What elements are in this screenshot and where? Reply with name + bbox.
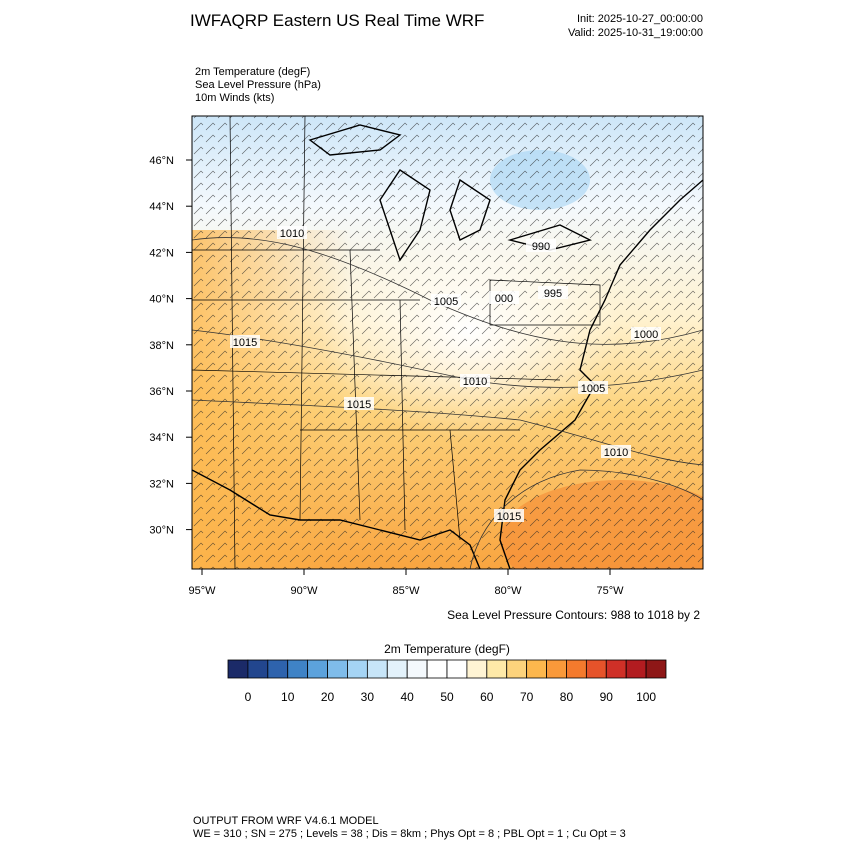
contour-label-box (526, 239, 556, 252)
lon-label: 75°W (596, 585, 624, 597)
colorbar-tick-label: 80 (560, 690, 574, 704)
footer-line: OUTPUT FROM WRF V4.6.1 MODEL (193, 815, 379, 827)
lat-label: 46°N (149, 155, 174, 167)
colorbar-box (267, 659, 289, 679)
contour-label: 1010 (463, 376, 487, 388)
wind-barbs (192, 116, 703, 569)
init-time: Init: 2025-10-27_00:00:00 (577, 13, 703, 25)
title: IWFAQRP Eastern US Real Time WRF (190, 11, 484, 30)
contour-label-box (538, 286, 568, 299)
colorbar-box (506, 659, 528, 679)
colorbar-box (247, 659, 269, 679)
colorbar-box (327, 659, 348, 679)
colorbar-box (585, 659, 607, 679)
colorbar-tick-label: 100 (636, 690, 656, 704)
colorbar-box (446, 659, 468, 679)
contour-label: 1015 (233, 337, 257, 349)
contour-label: 995 (544, 288, 562, 300)
lat-label: 34°N (149, 432, 174, 444)
colorbar-tick-label: 50 (440, 690, 454, 704)
lat-label: 40°N (149, 294, 174, 306)
lat-label: 30°N (149, 525, 174, 537)
colorbar-tick-label: 40 (401, 690, 415, 704)
contour-label: 000 (495, 293, 513, 305)
colorbar-tick-label: 30 (361, 690, 375, 704)
contour-label: 990 (532, 241, 550, 253)
colorbar-box (486, 659, 508, 679)
colorbar-box (406, 659, 428, 679)
contour-label-box (578, 381, 608, 394)
colorbar-tick-label: 0 (245, 690, 252, 704)
colorbar-title: 2m Temperature (degF) (384, 642, 510, 656)
contour-label-box (601, 445, 631, 458)
contour-label-box (230, 335, 260, 348)
colorbar-box (347, 659, 368, 679)
colorbar-box (625, 659, 647, 679)
colorbar-tick-label: 70 (520, 690, 534, 704)
contour-label: 1010 (280, 228, 304, 240)
contour-label-box (631, 327, 661, 340)
colorbar-tick-label: 60 (480, 690, 494, 704)
contour-label-box (460, 374, 490, 387)
colorbar-box (386, 659, 408, 679)
colorbar-box (227, 659, 249, 679)
lat-label: 42°N (149, 247, 174, 259)
lon-label: 90°W (290, 585, 318, 597)
contour-label: 1015 (497, 511, 521, 523)
contour-label: 1015 (347, 399, 371, 411)
contour-label-box (431, 294, 461, 307)
map-frame (191, 115, 704, 570)
footer-line: WE = 310 ; SN = 275 ; Levels = 38 ; Dis … (193, 828, 626, 840)
lon-label: 85°W (392, 585, 420, 597)
colorbar-box (526, 659, 547, 679)
contour-label-box (344, 397, 374, 410)
colorbar-box (287, 659, 309, 679)
lon-label: 95°W (188, 585, 216, 597)
contour-label: 1005 (581, 383, 605, 395)
colorbar-tick-label: 90 (600, 690, 614, 704)
lat-label: 32°N (149, 478, 174, 490)
field-label: 2m Temperature (degF) (195, 66, 310, 78)
contour-label: 1010 (604, 447, 628, 459)
contour-label-box (277, 226, 307, 239)
colorbar-box (307, 659, 328, 679)
lat-label: 38°N (149, 340, 174, 352)
colorbar-box (605, 659, 627, 679)
colorbar-box (426, 659, 448, 679)
contour-label: 1005 (434, 296, 458, 308)
colorbar-box (466, 659, 488, 679)
field-label: 10m Winds (kts) (195, 92, 274, 104)
colorbar-box (546, 659, 567, 679)
colorbar-tick-label: 20 (321, 690, 335, 704)
colorbar-box (566, 659, 587, 679)
valid-time: Valid: 2025-10-31_19:00:00 (568, 27, 703, 39)
field-label: Sea Level Pressure (hPa) (195, 79, 321, 91)
lat-label: 44°N (149, 201, 174, 213)
lon-label: 80°W (494, 585, 522, 597)
contour-note: Sea Level Pressure Contours: 988 to 1018… (447, 608, 700, 622)
lat-label: 36°N (149, 386, 174, 398)
colorbar-box (645, 659, 667, 679)
contour-label-box (489, 291, 519, 304)
colorbar-box (366, 659, 388, 679)
contour-label-box (494, 509, 524, 522)
contour-label: 1000 (634, 329, 658, 341)
colorbar-tick-label: 10 (281, 690, 295, 704)
map-area: 1010 990 1005 000 995 1000 1015 1010 1005 1015 101… (192, 116, 703, 569)
